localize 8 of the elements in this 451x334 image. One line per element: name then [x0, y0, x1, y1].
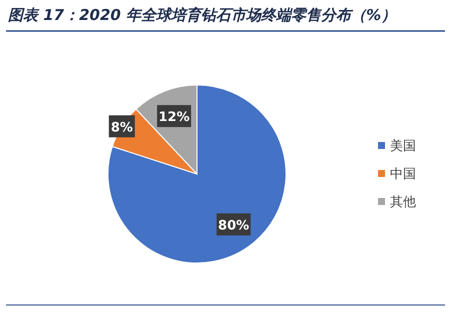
chart-title: 图表 17：2020 年全球培育钻石市场终端零售分布（%） [8, 6, 396, 24]
data-label: 12% [158, 110, 190, 126]
legend-label: 其他 [390, 195, 416, 210]
data-label: 80% [218, 218, 250, 234]
legend-label: 中国 [390, 167, 416, 182]
legend-label: 美国 [390, 138, 416, 154]
data-label: 8% [110, 120, 133, 136]
pie-slice [108, 84, 286, 264]
